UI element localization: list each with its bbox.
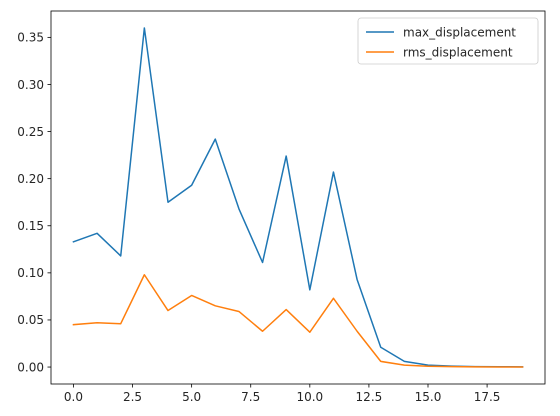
x-tick-label: 15.0	[415, 390, 442, 404]
x-tick-label: 7.5	[241, 390, 260, 404]
x-tick-label: 12.5	[356, 390, 383, 404]
series-line-rms_displacement	[72, 273, 524, 368]
y-tick-label: 0.10	[17, 266, 44, 280]
x-tick-label: 10.0	[296, 390, 323, 404]
x-tick-label: 5.0	[182, 390, 201, 404]
axes: 0.0 2.5 5.0 7.5 10.0 12.5 15.0 17.5 0.00 0.05 0.10…	[17, 10, 546, 404]
legend-label-rms_displacement: rms_displacement	[403, 45, 513, 59]
y-tick-label: 0.35	[17, 31, 44, 45]
y-tick-label: 0.20	[17, 172, 44, 186]
y-tick-label: 0.15	[17, 219, 44, 233]
axes-frame	[50, 10, 546, 385]
x-tick-label: 2.5	[123, 390, 142, 404]
y-tick-label: 0.30	[17, 78, 44, 92]
legend-label-max_displacement: max_displacement	[403, 25, 516, 39]
legend: max_displacement rms_displacement	[357, 17, 539, 65]
y-tick-label: 0.00	[17, 360, 44, 374]
x-tick-label: 17.5	[474, 390, 501, 404]
legend-box	[357, 17, 539, 65]
plot-area	[72, 27, 524, 368]
x-tick-label: 0.0	[64, 390, 83, 404]
y-tick-label: 0.05	[17, 313, 44, 327]
y-tick-label: 0.25	[17, 125, 44, 139]
